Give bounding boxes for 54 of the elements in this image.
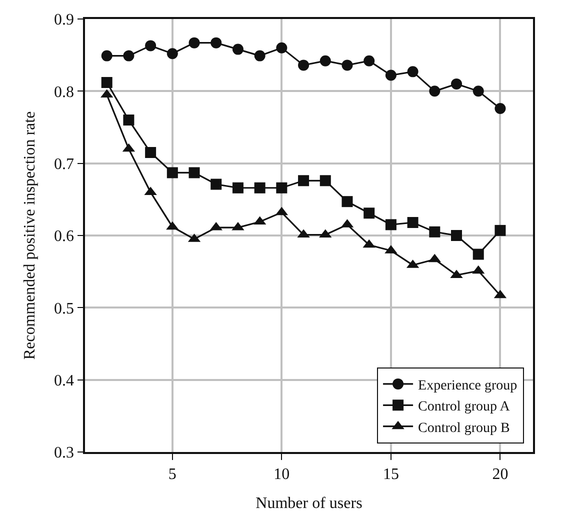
y-tick-label: 0.7 — [54, 156, 74, 173]
point — [145, 40, 156, 52]
y-tick-label: 0.5 — [54, 300, 74, 318]
point — [342, 60, 353, 71]
y-tick-label: 0.8 — [54, 84, 74, 101]
point — [276, 182, 288, 194]
legend-label: Experience group — [418, 378, 518, 394]
point — [472, 86, 484, 97]
point — [385, 70, 396, 81]
point — [254, 50, 266, 62]
point — [232, 182, 244, 194]
point — [494, 102, 506, 114]
point — [298, 60, 310, 71]
legend-label: Control group B — [418, 420, 510, 436]
point — [101, 50, 112, 62]
point — [320, 175, 331, 186]
point — [276, 42, 288, 54]
point — [298, 175, 310, 186]
x-tick-label: 20 — [492, 466, 508, 483]
point — [472, 248, 484, 260]
x-tick-label: 10 — [274, 466, 290, 483]
point — [451, 230, 462, 241]
y-tick-label: 0.3 — [54, 444, 74, 462]
point — [407, 66, 418, 78]
point — [188, 167, 200, 178]
y-tick-label: 0.6 — [54, 228, 74, 246]
point — [407, 217, 418, 228]
point — [145, 147, 156, 158]
point — [385, 219, 396, 230]
point — [342, 196, 353, 208]
point — [364, 208, 375, 219]
point — [188, 37, 200, 48]
point — [254, 182, 266, 194]
legend-label: Control group A — [418, 400, 511, 415]
x-tick-label: 15 — [382, 466, 399, 483]
point — [320, 55, 331, 66]
point — [494, 224, 506, 236]
x-tick-label: 5 — [168, 466, 176, 483]
point — [210, 37, 222, 48]
point — [232, 44, 244, 55]
point — [123, 114, 134, 126]
point — [451, 78, 462, 90]
y-axis-title: Recommended positive inspection rate — [21, 111, 38, 360]
y-tick-label: 0.4 — [54, 372, 74, 390]
x-axis-title: Number of users — [256, 495, 362, 512]
point — [429, 86, 440, 97]
point — [101, 77, 112, 88]
point — [364, 55, 375, 66]
point — [166, 167, 178, 178]
y-tick-label: 0.9 — [54, 12, 74, 29]
point — [210, 178, 222, 190]
point — [429, 226, 440, 238]
point — [123, 50, 134, 62]
point — [166, 48, 178, 60]
